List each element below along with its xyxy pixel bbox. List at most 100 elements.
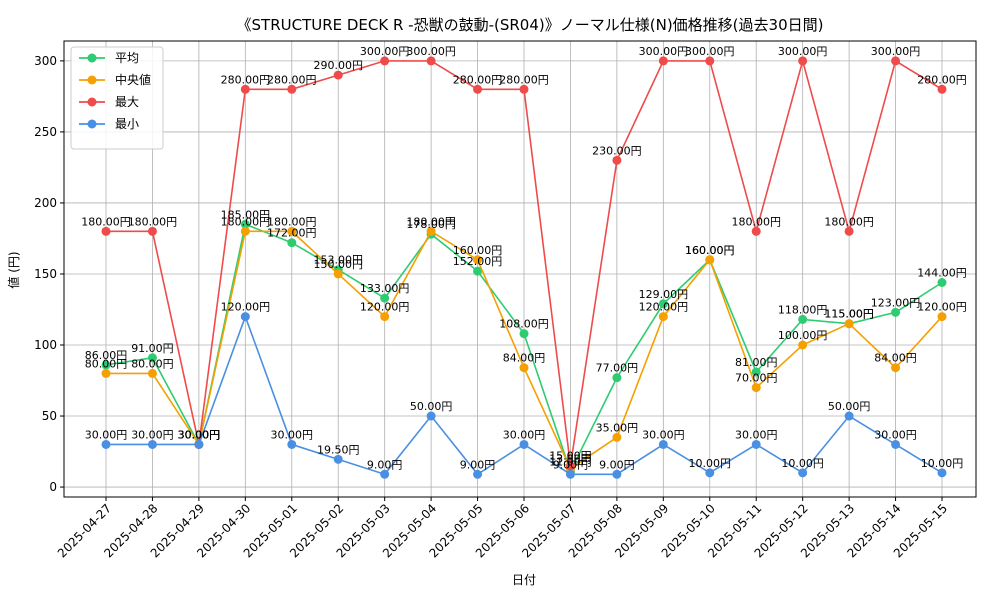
- legend-marker: [87, 75, 97, 85]
- data-point: [565, 461, 575, 471]
- data-label: 9.00円: [460, 458, 496, 471]
- data-point: [240, 312, 250, 322]
- x-axis-label: 日付: [512, 573, 536, 587]
- data-label: 180.00円: [267, 215, 317, 228]
- data-label: 30.00円: [178, 428, 221, 441]
- data-label: 280.00円: [453, 73, 503, 86]
- data-label: 185.00円: [221, 208, 271, 221]
- legend-label: 平均: [115, 51, 139, 65]
- data-point: [287, 84, 297, 94]
- data-labels: 86.00円91.00円30.00円185.00円172.00円153.00円1…: [81, 45, 967, 471]
- data-label: 118.00円: [778, 303, 828, 316]
- data-label: 15.00円: [549, 450, 592, 463]
- data-label: 9.00円: [553, 458, 589, 471]
- y-tick-label: 250: [34, 125, 57, 139]
- data-point: [333, 454, 343, 464]
- data-label: 144.00円: [917, 266, 967, 279]
- data-point: [565, 469, 575, 479]
- data-point: [798, 56, 808, 66]
- data-label: 30.00円: [178, 428, 221, 441]
- data-label: 280.00円: [267, 73, 317, 86]
- y-tick-label: 200: [34, 196, 57, 210]
- data-point: [101, 226, 111, 236]
- data-point: [705, 255, 715, 265]
- data-point: [751, 439, 761, 449]
- data-point: [333, 70, 343, 80]
- data-point: [194, 439, 204, 449]
- data-label: 10.00円: [921, 457, 964, 470]
- data-point: [751, 383, 761, 393]
- data-label: 300.00円: [871, 45, 921, 58]
- data-point: [612, 432, 622, 442]
- data-point: [937, 468, 947, 478]
- data-label: 30.00円: [735, 428, 778, 441]
- data-label: 153.00円: [313, 254, 363, 267]
- data-label: 115.00円: [824, 308, 874, 321]
- data-label: 10.00円: [689, 457, 732, 470]
- data-label: 30.00円: [178, 428, 221, 441]
- data-point: [751, 367, 761, 377]
- data-point: [798, 314, 808, 324]
- data-label: 30.00円: [874, 428, 917, 441]
- data-label: 108.00円: [499, 318, 549, 331]
- data-label: 70.00円: [735, 372, 778, 385]
- data-label: 9.00円: [367, 458, 403, 471]
- data-point: [705, 56, 715, 66]
- y-ticks: 0 50 100 150 200 250 300: [34, 54, 64, 494]
- data-point: [705, 468, 715, 478]
- data-label: 133.00円: [360, 282, 410, 295]
- data-label: 300.00円: [406, 45, 456, 58]
- data-label: 77.00円: [596, 362, 639, 375]
- data-label: 30.00円: [131, 428, 174, 441]
- data-label: 30.00円: [178, 428, 221, 441]
- data-label: 160.00円: [685, 244, 735, 257]
- data-label: 160.00円: [453, 244, 503, 257]
- y-tick-label: 100: [34, 338, 57, 352]
- data-label: 280.00円: [221, 73, 271, 86]
- data-label: 300.00円: [685, 45, 735, 58]
- data-label: 230.00円: [592, 144, 642, 157]
- data-point: [380, 293, 390, 303]
- data-label: 180.00円: [824, 215, 874, 228]
- data-point: [333, 269, 343, 279]
- y-axis-label: 値 (円): [6, 251, 21, 288]
- data-label: 19.50円: [317, 443, 360, 456]
- data-point: [891, 307, 901, 317]
- data-point: [658, 56, 668, 66]
- data-point: [844, 226, 854, 236]
- data-label: 13.00円: [549, 453, 592, 466]
- data-point: [519, 439, 529, 449]
- data-label: 280.00円: [917, 73, 967, 86]
- data-label: 300.00円: [778, 45, 828, 58]
- legend-item: 最小: [79, 117, 139, 131]
- data-label: 30.00円: [271, 428, 314, 441]
- data-point: [891, 439, 901, 449]
- data-label: 50.00円: [828, 400, 871, 413]
- data-label: 180.00円: [128, 215, 178, 228]
- data-label: 84.00円: [874, 352, 917, 365]
- data-label: 123.00円: [871, 296, 921, 309]
- x-ticks: 2025-04-272025-04-282025-04-292025-04-30…: [55, 497, 950, 560]
- data-label: 160.00円: [685, 244, 735, 257]
- data-point: [240, 84, 250, 94]
- data-point: [473, 84, 483, 94]
- data-point: [101, 439, 111, 449]
- data-label: 120.00円: [360, 301, 410, 314]
- data-label: 180.00円: [731, 215, 781, 228]
- data-label: 100.00円: [778, 329, 828, 342]
- y-tick-label: 50: [42, 409, 57, 423]
- series-lines: [101, 56, 947, 479]
- data-label: 120.00円: [221, 301, 271, 314]
- data-point: [287, 238, 297, 248]
- data-label: 180.00円: [221, 215, 271, 228]
- data-point: [612, 469, 622, 479]
- data-point: [147, 353, 157, 363]
- data-point: [473, 266, 483, 276]
- data-label: 129.00円: [639, 288, 689, 301]
- data-label: 280.00円: [499, 73, 549, 86]
- data-label: 11.00円: [549, 455, 592, 468]
- legend-item: 最大: [79, 95, 139, 109]
- legend-label: 中央値: [115, 72, 151, 87]
